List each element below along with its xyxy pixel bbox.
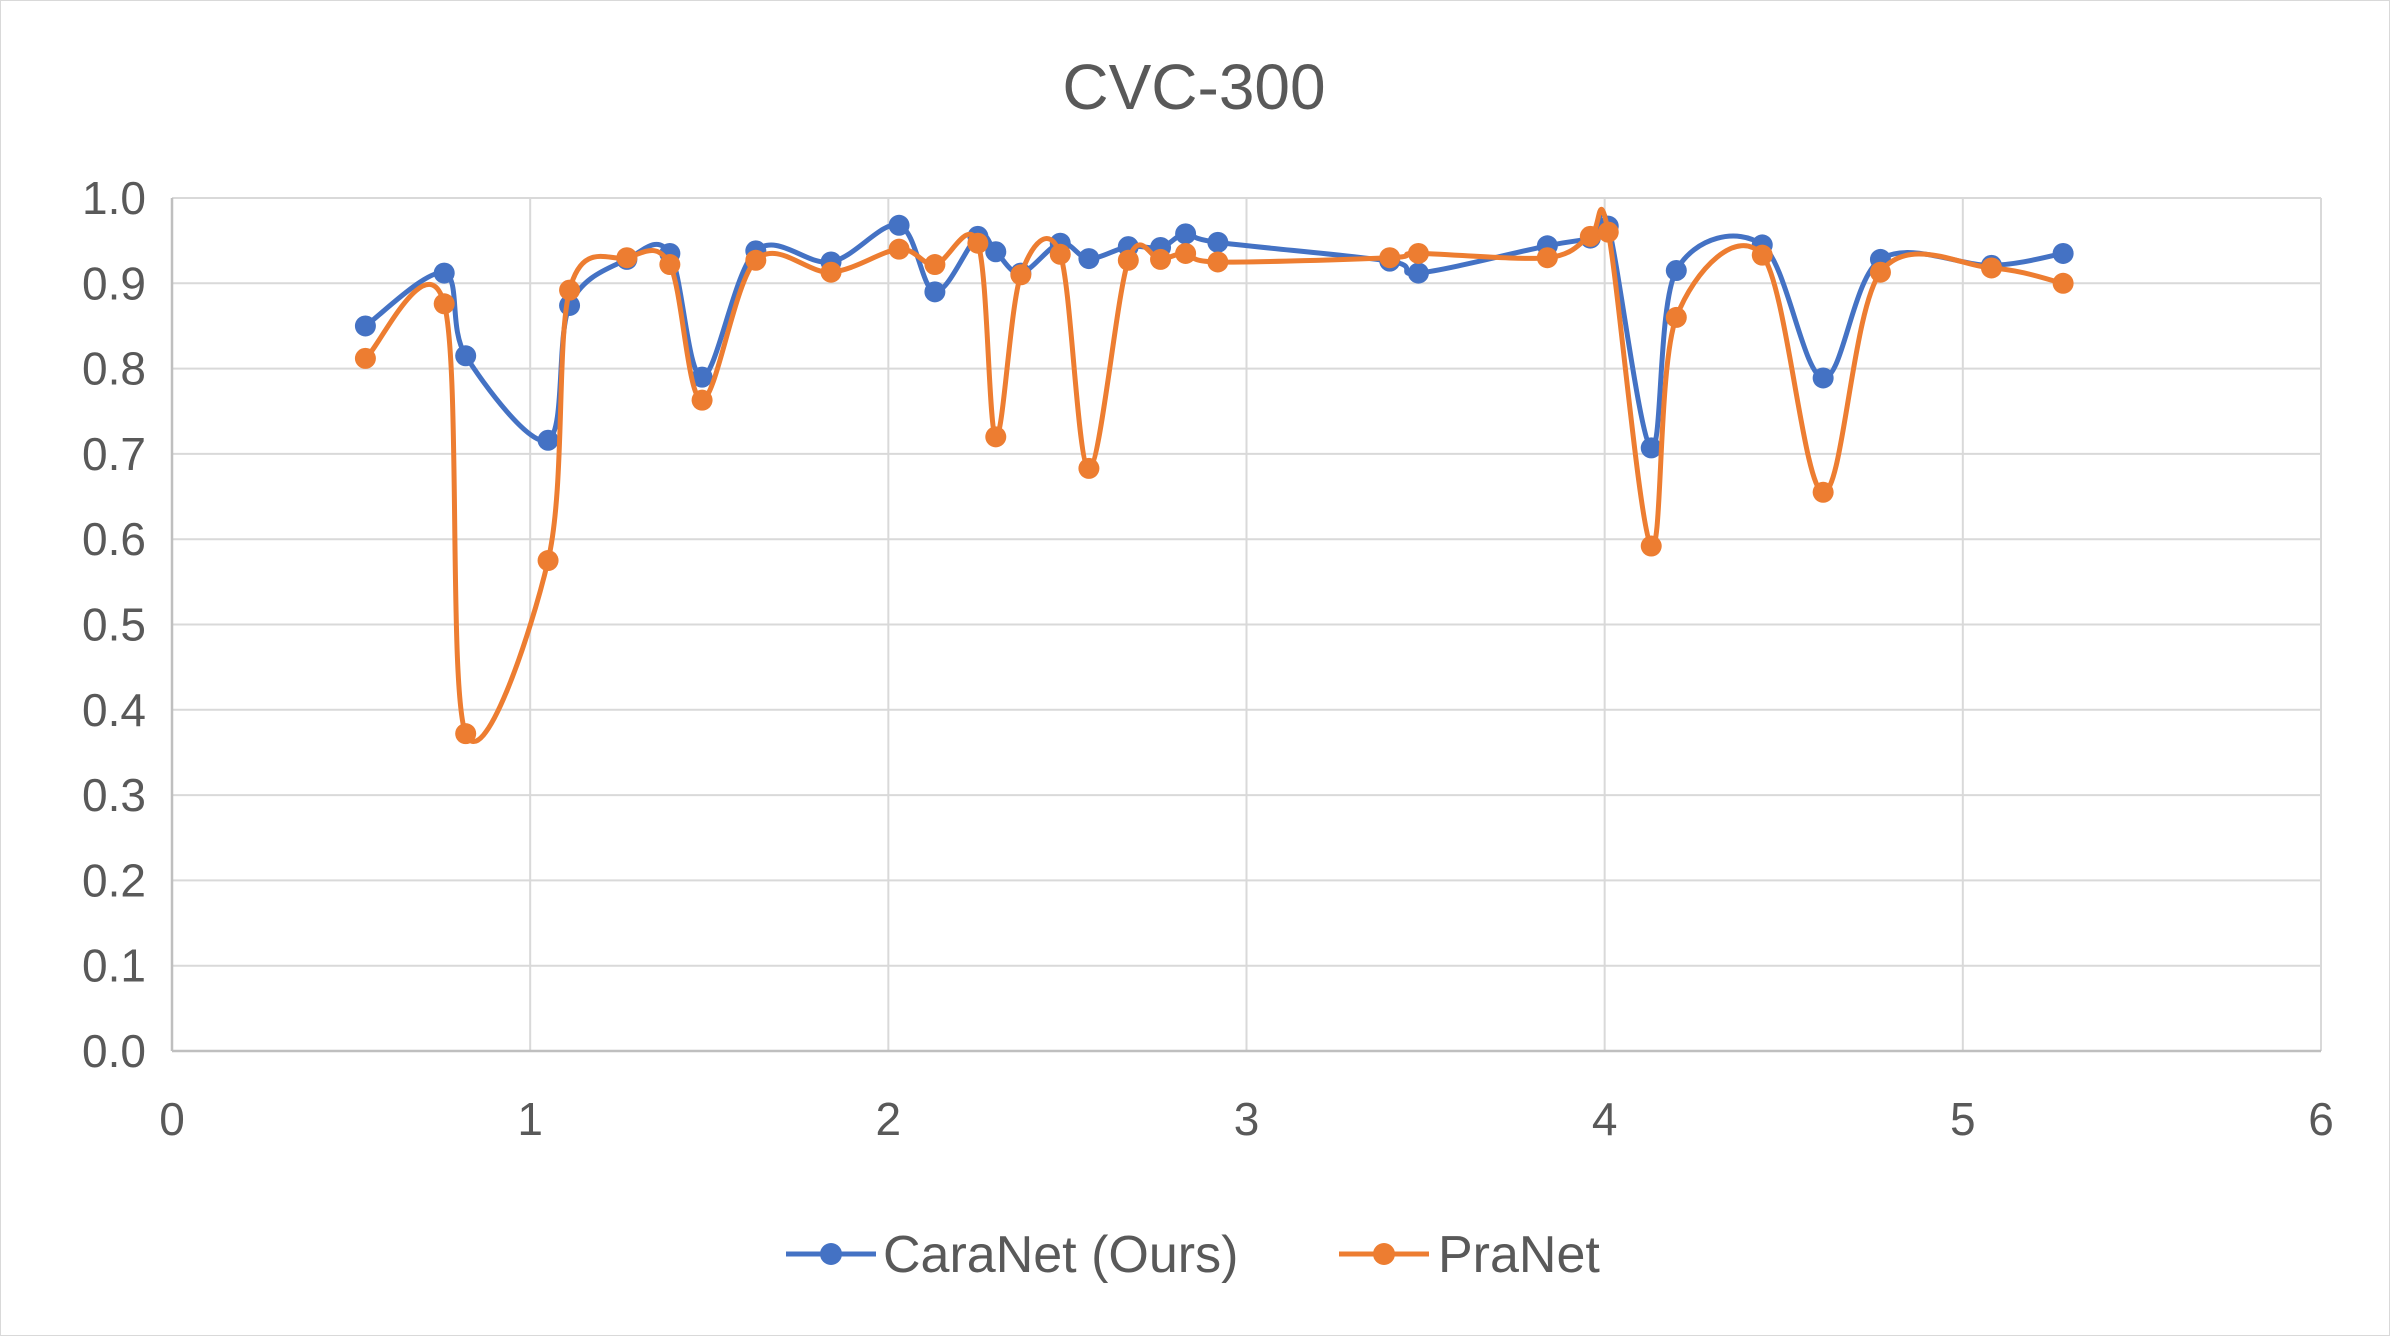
axes: 0.0 0.1 0.2 0.3 0.4 0.5 0.6 0.7 0.8 0.9 1.0 0 1 2 3 4 5 6: [82, 172, 2334, 1145]
data-point-caranet-ours: [455, 345, 477, 367]
data-point-caranet-ours: [354, 315, 376, 337]
y-tick-label: 0.3: [82, 769, 146, 821]
data-point-caranet-ours: [888, 214, 910, 236]
data-point-pranet: [1010, 264, 1032, 286]
chart-title: CVC-300: [1062, 51, 1325, 123]
x-tick-label: 3: [1234, 1093, 1260, 1145]
y-tick-label: 0.9: [82, 257, 146, 309]
data-point-pranet: [820, 261, 842, 283]
data-point-pranet: [1665, 306, 1687, 328]
x-tick-label: 5: [1950, 1093, 1976, 1145]
data-point-caranet-ours: [1175, 223, 1197, 245]
y-tick-label: 0.5: [82, 599, 146, 651]
data-point-pranet: [1640, 535, 1662, 557]
data-point-caranet-ours: [1640, 437, 1662, 459]
data-point-pranet: [888, 238, 910, 260]
data-point-caranet-ours: [691, 366, 713, 388]
legend-marker: [820, 1243, 842, 1265]
y-tick-label: 0.0: [82, 1025, 146, 1077]
data-point-pranet: [691, 389, 713, 411]
data-point-pranet: [1812, 481, 1834, 503]
data-point-pranet: [745, 249, 767, 271]
y-tick-label: 1.0: [82, 172, 146, 224]
data-point-caranet-ours: [1207, 231, 1229, 253]
data-point-pranet: [559, 279, 581, 301]
data-point-pranet: [354, 347, 376, 369]
x-tick-label: 4: [1592, 1093, 1618, 1145]
y-tick-label: 0.1: [82, 940, 146, 992]
legend-item: PraNet: [1339, 1226, 1600, 1284]
series-caranet-ours: [354, 210, 2074, 459]
x-tick-label: 0: [159, 1093, 185, 1145]
y-tick-label: 0.8: [82, 343, 146, 395]
series-layer: [354, 207, 2074, 745]
data-point-pranet: [1597, 221, 1619, 243]
data-point-pranet: [1207, 251, 1229, 273]
data-point-pranet: [1150, 248, 1172, 270]
data-point-caranet-ours: [924, 281, 946, 303]
data-point-caranet-ours: [537, 429, 559, 451]
data-point-pranet: [985, 426, 1007, 448]
data-point-caranet-ours: [1078, 248, 1100, 270]
series-line-pranet: [362, 207, 2066, 745]
data-point-pranet: [1579, 225, 1601, 247]
data-point-pranet: [924, 254, 946, 276]
data-point-caranet-ours: [985, 241, 1007, 263]
data-point-pranet: [659, 254, 681, 276]
data-point-caranet-ours: [1665, 260, 1687, 282]
data-point-caranet-ours: [1407, 262, 1429, 284]
data-point-pranet: [616, 247, 638, 269]
data-point-pranet: [1175, 242, 1197, 264]
x-tick-label: 6: [2308, 1093, 2334, 1145]
y-tick-label: 0.7: [82, 428, 146, 480]
legend-item: CaraNet (Ours): [786, 1226, 1238, 1284]
grid-lines: [172, 197, 2322, 1051]
series-pranet: [354, 207, 2074, 745]
data-point-pranet: [1536, 247, 1558, 269]
y-tick-label: 0.2: [82, 854, 146, 906]
data-point-pranet: [1980, 257, 2002, 279]
legend-label: PraNet: [1438, 1226, 1600, 1284]
data-point-pranet: [1049, 243, 1071, 265]
data-point-pranet: [1869, 261, 1891, 283]
data-point-pranet: [1407, 242, 1429, 264]
data-point-caranet-ours: [433, 262, 455, 284]
x-tick-label: 1: [517, 1093, 543, 1145]
legend-label: CaraNet (Ours): [883, 1226, 1238, 1284]
data-point-caranet-ours: [2052, 242, 2074, 264]
data-point-pranet: [967, 232, 989, 254]
data-point-pranet: [1117, 249, 1139, 271]
data-point-pranet: [433, 293, 455, 315]
x-tick-label: 2: [876, 1093, 902, 1145]
data-point-pranet: [1379, 247, 1401, 269]
legend: CaraNet (Ours) PraNet: [786, 1226, 1600, 1284]
data-point-caranet-ours: [1812, 367, 1834, 389]
data-point-pranet: [1751, 244, 1773, 266]
data-point-pranet: [1078, 457, 1100, 479]
y-tick-label: 0.6: [82, 513, 146, 565]
data-point-pranet: [537, 550, 559, 572]
legend-marker: [1373, 1243, 1395, 1265]
data-point-pranet: [2052, 272, 2074, 294]
y-tick-label: 0.4: [82, 684, 146, 736]
data-point-pranet: [455, 723, 477, 745]
